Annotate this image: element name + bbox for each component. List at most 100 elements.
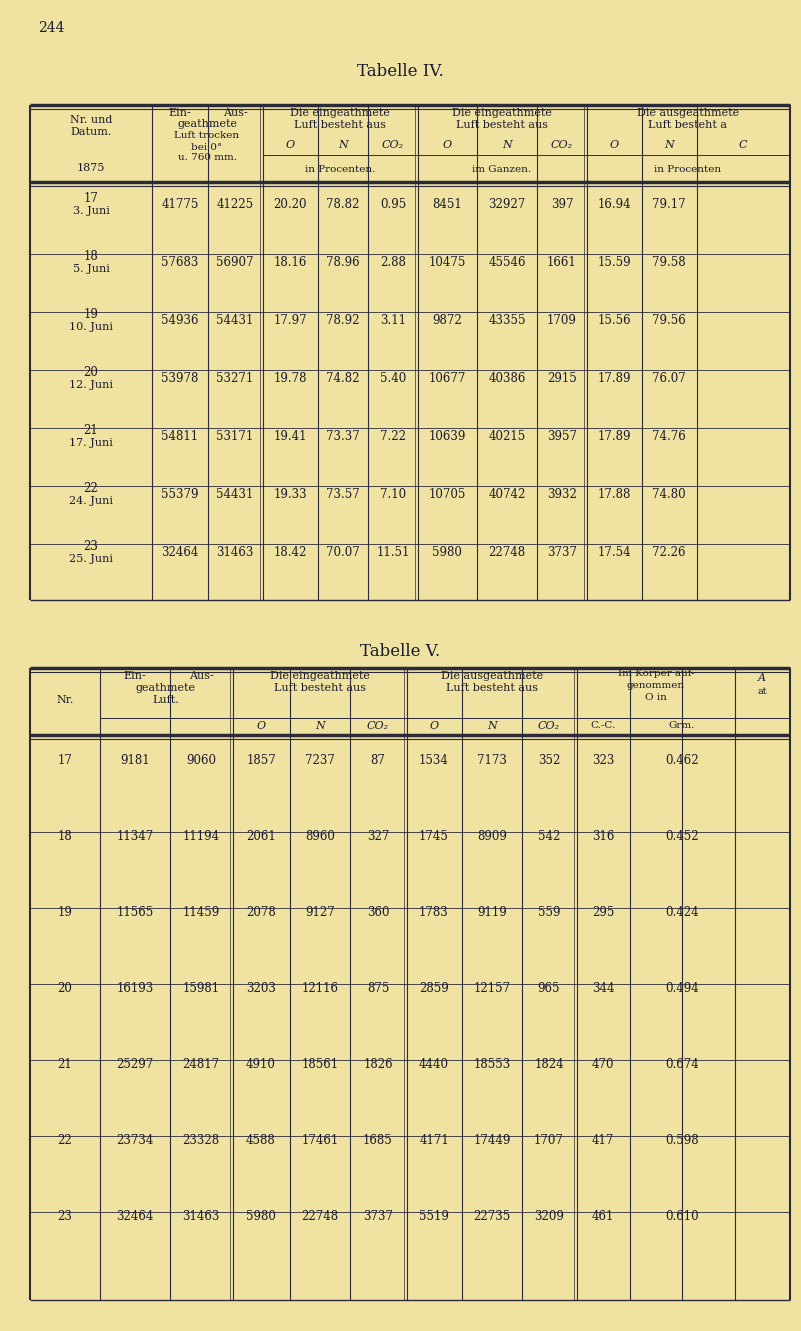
Text: 875: 875 [367, 981, 389, 994]
Text: 417: 417 [592, 1134, 614, 1146]
Text: 12116: 12116 [301, 981, 339, 994]
Text: Luft besteht aus: Luft besteht aus [294, 120, 386, 130]
Text: 17449: 17449 [473, 1134, 511, 1146]
Text: 9127: 9127 [305, 905, 335, 918]
Text: 11459: 11459 [183, 905, 219, 918]
Text: 2915: 2915 [547, 371, 577, 385]
Text: Nr.: Nr. [56, 695, 74, 705]
Text: Die eingeathmete: Die eingeathmete [452, 108, 552, 118]
Text: 78.92: 78.92 [326, 314, 360, 326]
Text: 78.82: 78.82 [326, 197, 360, 210]
Text: N: N [338, 140, 348, 150]
Text: 40742: 40742 [489, 487, 525, 500]
Text: Aus-: Aus- [188, 671, 213, 681]
Text: Luft besteht aus: Luft besteht aus [456, 120, 548, 130]
Text: 11194: 11194 [183, 829, 219, 843]
Text: 55379: 55379 [161, 487, 199, 500]
Text: 22735: 22735 [473, 1210, 510, 1222]
Text: 19: 19 [83, 307, 99, 321]
Text: 1783: 1783 [419, 905, 449, 918]
Text: 4910: 4910 [246, 1058, 276, 1070]
Text: 965: 965 [537, 981, 560, 994]
Text: 5980: 5980 [432, 546, 462, 559]
Text: 1875: 1875 [77, 162, 105, 173]
Text: 3932: 3932 [547, 487, 577, 500]
Text: 18: 18 [58, 829, 72, 843]
Text: Die eingeathmete: Die eingeathmete [270, 671, 370, 681]
Text: 16193: 16193 [116, 981, 154, 994]
Text: 0.95: 0.95 [380, 197, 406, 210]
Text: 2859: 2859 [419, 981, 449, 994]
Text: 19.33: 19.33 [273, 487, 307, 500]
Text: 70.07: 70.07 [326, 546, 360, 559]
Text: 23: 23 [83, 539, 99, 552]
Text: 32927: 32927 [489, 197, 525, 210]
Text: in Procenten.: in Procenten. [305, 165, 375, 174]
Text: 559: 559 [537, 905, 560, 918]
Text: 9181: 9181 [120, 753, 150, 767]
Text: 1857: 1857 [246, 753, 276, 767]
Text: O: O [429, 721, 439, 731]
Text: Datum.: Datum. [70, 126, 111, 137]
Text: 2.88: 2.88 [380, 256, 406, 269]
Text: O in: O in [645, 692, 667, 701]
Text: 79.58: 79.58 [652, 256, 686, 269]
Text: 53271: 53271 [216, 371, 254, 385]
Text: 78.96: 78.96 [326, 256, 360, 269]
Text: 15.59: 15.59 [598, 256, 631, 269]
Text: 10705: 10705 [429, 487, 465, 500]
Text: genommen: genommen [627, 680, 685, 689]
Text: 54811: 54811 [162, 430, 199, 442]
Text: 11.51: 11.51 [376, 546, 409, 559]
Text: 1707: 1707 [534, 1134, 564, 1146]
Text: 3. Juni: 3. Juni [73, 206, 110, 216]
Text: 19.41: 19.41 [273, 430, 307, 442]
Text: 3737: 3737 [363, 1210, 393, 1222]
Text: 360: 360 [367, 905, 389, 918]
Text: 31463: 31463 [183, 1210, 219, 1222]
Text: A: A [758, 673, 766, 683]
Text: Luft besteht aus: Luft besteht aus [446, 683, 538, 693]
Text: 8451: 8451 [432, 197, 462, 210]
Text: 323: 323 [592, 753, 614, 767]
Text: 17. Juni: 17. Juni [69, 438, 113, 449]
Text: 1824: 1824 [534, 1058, 564, 1070]
Text: 24. Juni: 24. Juni [69, 496, 113, 506]
Text: 23328: 23328 [183, 1134, 219, 1146]
Text: 0.452: 0.452 [665, 829, 698, 843]
Text: O: O [610, 140, 618, 150]
Text: 32464: 32464 [161, 546, 199, 559]
Text: C.-C.: C.-C. [590, 721, 616, 731]
Text: 327: 327 [367, 829, 389, 843]
Text: 2078: 2078 [246, 905, 276, 918]
Text: 5519: 5519 [419, 1210, 449, 1222]
Text: 3209: 3209 [534, 1210, 564, 1222]
Text: 3203: 3203 [246, 981, 276, 994]
Text: 45546: 45546 [489, 256, 525, 269]
Text: 23: 23 [58, 1210, 72, 1222]
Text: 23734: 23734 [116, 1134, 154, 1146]
Text: 0.674: 0.674 [665, 1058, 699, 1070]
Text: 54431: 54431 [216, 487, 254, 500]
Text: 10475: 10475 [429, 256, 465, 269]
Text: CO₂: CO₂ [382, 140, 404, 150]
Text: 17.89: 17.89 [598, 371, 630, 385]
Text: 316: 316 [592, 829, 614, 843]
Text: 1745: 1745 [419, 829, 449, 843]
Text: 8909: 8909 [477, 829, 507, 843]
Text: 4440: 4440 [419, 1058, 449, 1070]
Text: 12157: 12157 [473, 981, 510, 994]
Text: in Procenten: in Procenten [654, 165, 722, 174]
Text: 17.88: 17.88 [598, 487, 630, 500]
Text: Grm.: Grm. [669, 721, 695, 731]
Text: N: N [664, 140, 674, 150]
Text: 53171: 53171 [216, 430, 254, 442]
Text: Ein-: Ein- [123, 671, 147, 681]
Text: 0.424: 0.424 [665, 905, 698, 918]
Text: 79.56: 79.56 [652, 314, 686, 326]
Text: 3737: 3737 [547, 546, 577, 559]
Text: 32464: 32464 [116, 1210, 154, 1222]
Text: 15981: 15981 [183, 981, 219, 994]
Text: 0.598: 0.598 [665, 1134, 698, 1146]
Text: 40215: 40215 [489, 430, 525, 442]
